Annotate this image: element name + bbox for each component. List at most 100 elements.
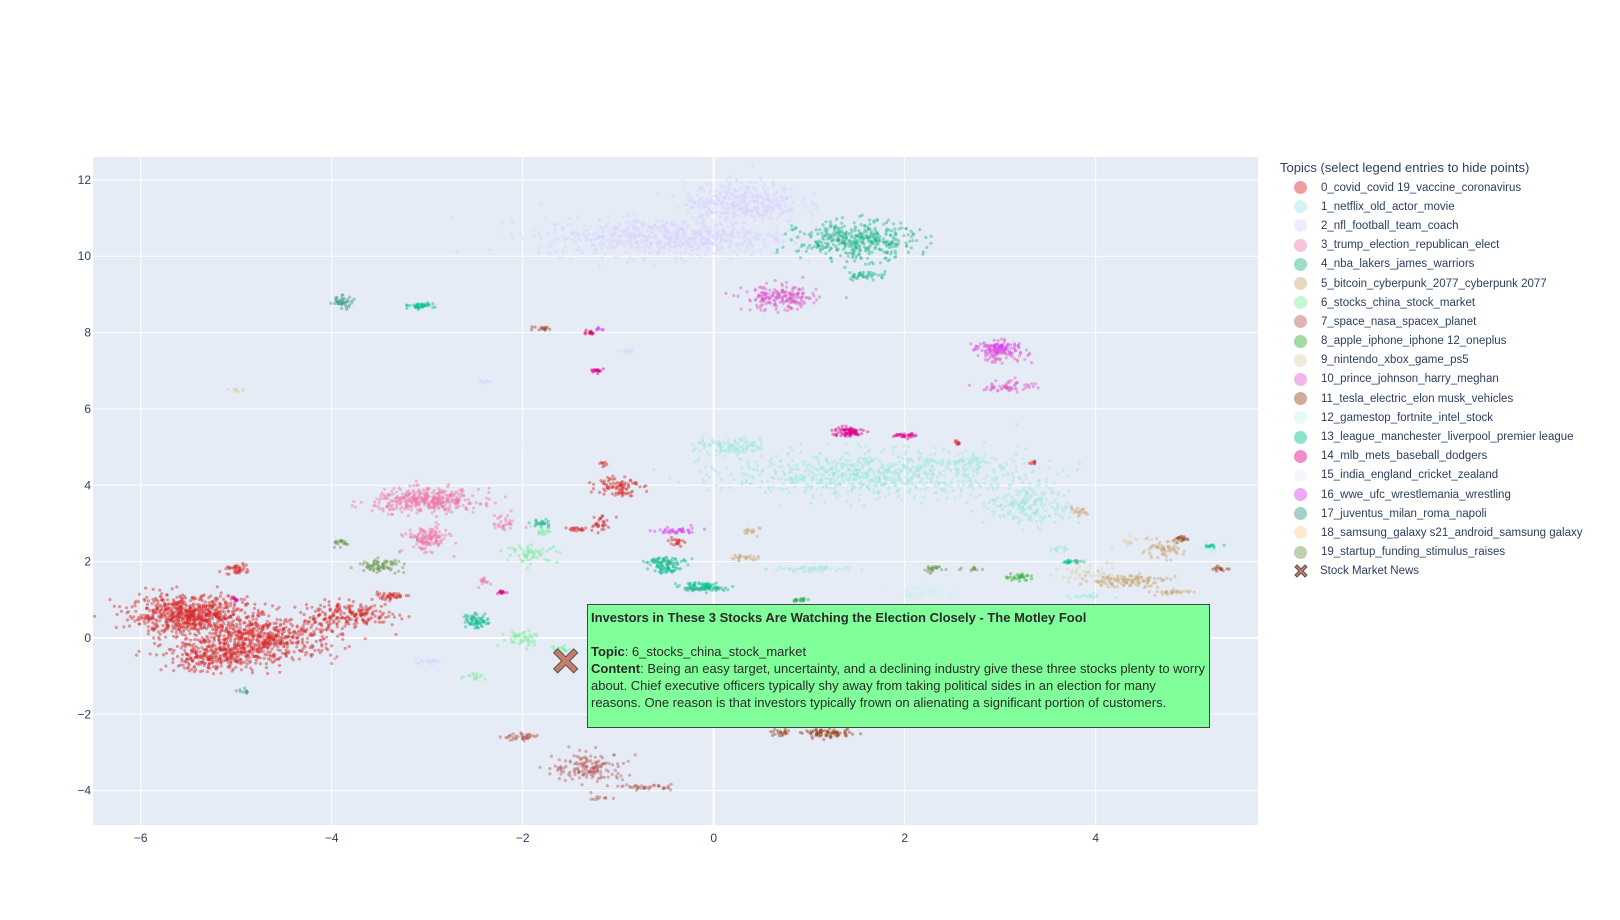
data-point xyxy=(201,618,205,622)
data-point xyxy=(900,456,905,460)
data-point xyxy=(205,620,209,624)
data-point xyxy=(822,484,826,488)
data-point xyxy=(727,450,732,454)
data-point xyxy=(615,245,619,249)
data-point xyxy=(190,614,194,619)
data-point xyxy=(584,235,588,239)
data-point xyxy=(193,597,198,601)
data-point xyxy=(172,669,176,673)
data-point xyxy=(152,611,156,615)
data-point xyxy=(537,251,542,255)
data-point xyxy=(283,651,288,656)
data-point xyxy=(270,647,274,651)
data-point xyxy=(281,627,286,631)
data-point xyxy=(679,256,683,260)
data-point xyxy=(216,597,220,601)
data-point xyxy=(217,615,221,619)
data-point xyxy=(210,617,214,621)
data-point xyxy=(189,614,193,618)
data-point xyxy=(193,623,197,628)
data-point xyxy=(737,450,742,454)
data-point xyxy=(773,468,777,472)
data-point xyxy=(389,504,393,508)
data-point xyxy=(213,612,217,616)
data-point xyxy=(883,494,887,498)
data-point xyxy=(213,612,217,617)
data-point xyxy=(746,462,751,466)
data-point xyxy=(814,473,818,477)
data-point xyxy=(655,240,659,244)
data-point xyxy=(1039,502,1043,506)
data-point xyxy=(201,619,205,623)
data-point xyxy=(779,476,784,480)
data-point xyxy=(608,215,612,219)
data-point xyxy=(992,498,996,502)
data-point xyxy=(305,636,309,640)
data-point xyxy=(691,215,695,219)
data-point xyxy=(707,199,711,203)
data-point xyxy=(191,614,196,618)
data-point xyxy=(206,645,210,649)
data-point xyxy=(322,637,326,641)
data-point xyxy=(177,628,181,632)
data-point xyxy=(170,629,174,633)
data-point xyxy=(382,593,386,598)
data-point xyxy=(727,206,731,210)
data-point xyxy=(698,200,702,204)
data-point xyxy=(331,614,335,618)
data-point xyxy=(592,482,596,486)
data-point xyxy=(204,604,208,608)
data-point xyxy=(736,442,740,446)
data-point xyxy=(914,486,919,490)
data-point xyxy=(960,458,964,462)
data-point xyxy=(767,464,771,468)
data-point xyxy=(1047,514,1051,518)
data-point xyxy=(862,504,866,508)
data-point xyxy=(278,670,282,674)
data-point xyxy=(471,510,475,515)
data-point xyxy=(789,187,793,191)
data-point xyxy=(165,606,169,610)
data-point xyxy=(242,642,246,646)
data-point xyxy=(553,227,557,231)
data-point xyxy=(707,230,711,234)
data-point xyxy=(661,233,665,237)
data-point xyxy=(847,569,851,573)
data-point xyxy=(642,249,646,253)
data-point xyxy=(846,490,850,494)
data-point xyxy=(906,461,910,465)
data-point xyxy=(561,234,565,239)
data-point xyxy=(788,214,792,218)
data-point xyxy=(1064,507,1068,511)
data-point xyxy=(184,614,188,618)
data-point xyxy=(192,621,196,625)
data-point xyxy=(904,467,908,471)
data-point xyxy=(243,642,247,646)
data-point xyxy=(223,652,227,656)
data-point xyxy=(603,252,607,256)
data-point xyxy=(354,612,358,616)
data-point xyxy=(740,466,744,470)
data-point xyxy=(218,612,222,616)
data-point xyxy=(998,514,1002,518)
data-point xyxy=(202,652,207,656)
data-point xyxy=(992,502,996,506)
data-point xyxy=(234,665,238,669)
data-point xyxy=(173,603,177,607)
data-point xyxy=(626,227,630,231)
data-point xyxy=(180,609,184,613)
data-point xyxy=(938,472,942,476)
data-point xyxy=(556,222,560,226)
data-point xyxy=(1060,507,1064,511)
data-point xyxy=(786,463,791,467)
data-point xyxy=(750,213,754,217)
data-point xyxy=(108,598,112,602)
data-point xyxy=(257,626,261,631)
data-point xyxy=(781,487,785,491)
data-point xyxy=(196,614,200,618)
data-point xyxy=(211,604,215,608)
data-point xyxy=(904,449,908,453)
data-point xyxy=(758,485,762,489)
data-point xyxy=(229,648,233,653)
data-point xyxy=(272,638,276,643)
